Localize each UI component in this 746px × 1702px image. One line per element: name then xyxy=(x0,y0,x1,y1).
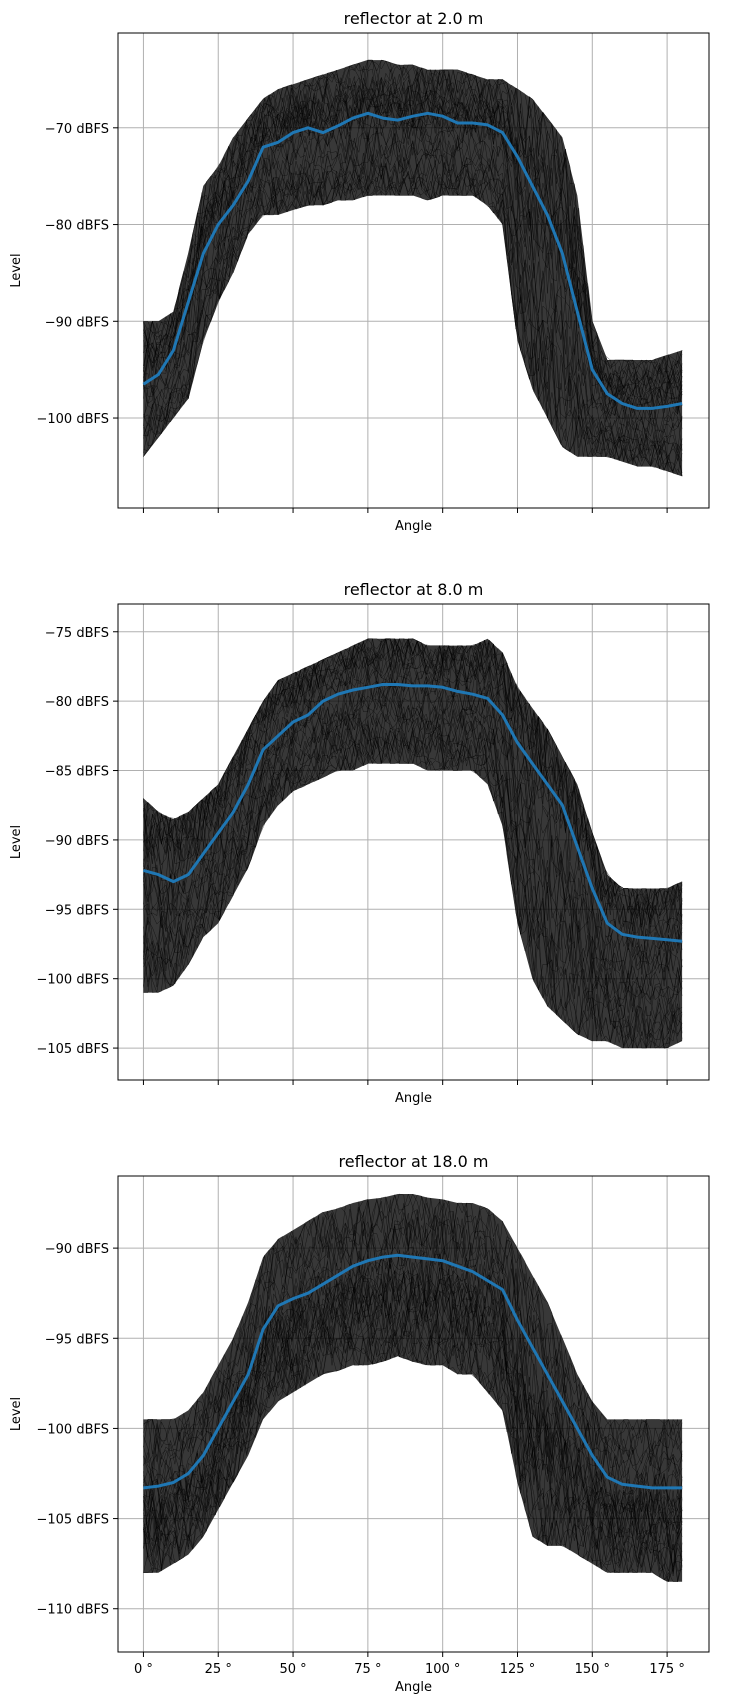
y-tick-label: −100 dBFS xyxy=(36,1422,109,1437)
trace-line xyxy=(143,124,683,451)
y-tick-label: −95 dBFS xyxy=(45,903,109,918)
trace-line xyxy=(143,700,683,1000)
plot-area xyxy=(142,637,683,1050)
chart-title: reflector at 18.0 m xyxy=(339,1152,489,1171)
y-tick-label: −100 dBFS xyxy=(36,973,109,988)
trace-envelope xyxy=(143,60,683,477)
mean-line xyxy=(142,683,683,943)
y-tick-label: −70 dBFS xyxy=(45,122,109,137)
trace-line xyxy=(143,714,683,1035)
trace-line xyxy=(143,1258,683,1529)
y-tick-label: −75 dBFS xyxy=(45,626,109,641)
x-axis-label: Angle xyxy=(395,1680,432,1695)
x-tick-label: 0 ° xyxy=(134,1662,153,1677)
trace-line xyxy=(143,1299,683,1574)
trace-line xyxy=(143,113,683,434)
y-tick-label: −100 dBFS xyxy=(36,412,109,427)
x-tick-label: 175 ° xyxy=(649,1662,684,1677)
trace-line xyxy=(143,86,683,413)
trace-line xyxy=(143,713,683,1040)
trace-line xyxy=(143,1246,683,1514)
y-tick-label: −105 dBFS xyxy=(36,1513,109,1528)
trace-line xyxy=(143,702,683,1019)
trace-line xyxy=(143,59,683,378)
trace-line xyxy=(143,1249,683,1515)
y-tick-label: −95 dBFS xyxy=(45,1332,109,1347)
trace-line xyxy=(143,139,683,461)
y-axis-label: Level xyxy=(9,1397,24,1431)
trace-line xyxy=(143,1271,683,1542)
trace-line xyxy=(143,125,683,451)
trace-line xyxy=(143,734,683,1048)
trace-line xyxy=(143,1197,683,1469)
trace-line xyxy=(143,159,683,472)
trace-line xyxy=(143,1270,683,1548)
trace-line xyxy=(143,1223,683,1495)
trace-line xyxy=(143,649,683,947)
y-tick-label: −90 dBFS xyxy=(45,315,109,330)
x-tick-label: 150 ° xyxy=(575,1662,610,1677)
x-tick-label: 50 ° xyxy=(279,1662,306,1677)
trace-line xyxy=(143,1265,683,1534)
trace-line xyxy=(143,638,683,925)
trace-line xyxy=(143,132,683,447)
chart-panel-1: −100 dBFS −90 dBFS −80 dBFS −70 dBFS reflect… xyxy=(9,9,710,534)
trace-line xyxy=(143,638,683,925)
axes-frame xyxy=(117,32,710,509)
trace-line xyxy=(143,685,683,1001)
trace-line xyxy=(143,1301,683,1572)
trace-line xyxy=(143,679,683,993)
axes-frame xyxy=(117,1175,710,1653)
chart-panel-2: −105 dBFS −100 dBFS −95 dBFS −90 dBFS −85 dB… xyxy=(9,580,710,1106)
y-axis-label: Level xyxy=(9,825,24,859)
trace-line xyxy=(143,680,683,990)
trace-line xyxy=(143,1201,683,1473)
y-tick-label: −110 dBFS xyxy=(36,1603,109,1618)
trace-line xyxy=(143,59,683,382)
trace-line xyxy=(143,1325,683,1582)
y-axis-label: Level xyxy=(9,253,24,287)
chart-title: reflector at 2.0 m xyxy=(344,9,484,28)
x-tick-label: 100 ° xyxy=(425,1662,460,1677)
trace-line xyxy=(143,638,683,938)
trace-line xyxy=(143,1218,683,1487)
y-tick-label: −90 dBFS xyxy=(45,1242,109,1257)
x-axis-label: Angle xyxy=(395,519,432,534)
chart-panel-3: 0 ° 25 ° 50 ° 75 ° 100 ° 125 ° 150 ° 175 ° −110 … xyxy=(9,1152,710,1695)
trace-line xyxy=(143,1193,683,1455)
trace-line xyxy=(143,730,683,1049)
trace-line xyxy=(143,152,683,473)
mean-line xyxy=(143,1253,683,1490)
trace-line xyxy=(143,72,683,396)
x-tick-label: 75 ° xyxy=(354,1662,381,1677)
trace-line xyxy=(143,730,683,1049)
trace-line xyxy=(143,157,683,474)
y-tick-label: −80 dBFS xyxy=(45,695,109,710)
trace-line xyxy=(143,173,683,477)
trace-line xyxy=(143,1312,683,1582)
trace-line xyxy=(143,1218,683,1491)
trace-line xyxy=(143,669,683,972)
x-tick-label: 125 ° xyxy=(500,1662,535,1677)
trace-line xyxy=(143,732,683,1050)
trace-line xyxy=(143,154,683,472)
chart-title: reflector at 8.0 m xyxy=(344,580,484,599)
y-tick-label: −85 dBFS xyxy=(45,765,109,780)
axes-frame xyxy=(117,603,710,1081)
trace-line xyxy=(143,91,683,421)
plot-area xyxy=(142,59,683,477)
mean-line xyxy=(142,111,683,410)
x-tick-label: 25 ° xyxy=(205,1662,232,1677)
x-axis-label: Angle xyxy=(395,1091,432,1106)
y-tick-label: −90 dBFS xyxy=(45,834,109,849)
trace-line xyxy=(143,1217,683,1491)
y-tick-label: −105 dBFS xyxy=(36,1042,109,1057)
plot-area xyxy=(143,1193,683,1583)
trace-line xyxy=(143,1290,683,1557)
y-tick-label: −80 dBFS xyxy=(45,219,109,234)
trace-line xyxy=(143,146,683,463)
